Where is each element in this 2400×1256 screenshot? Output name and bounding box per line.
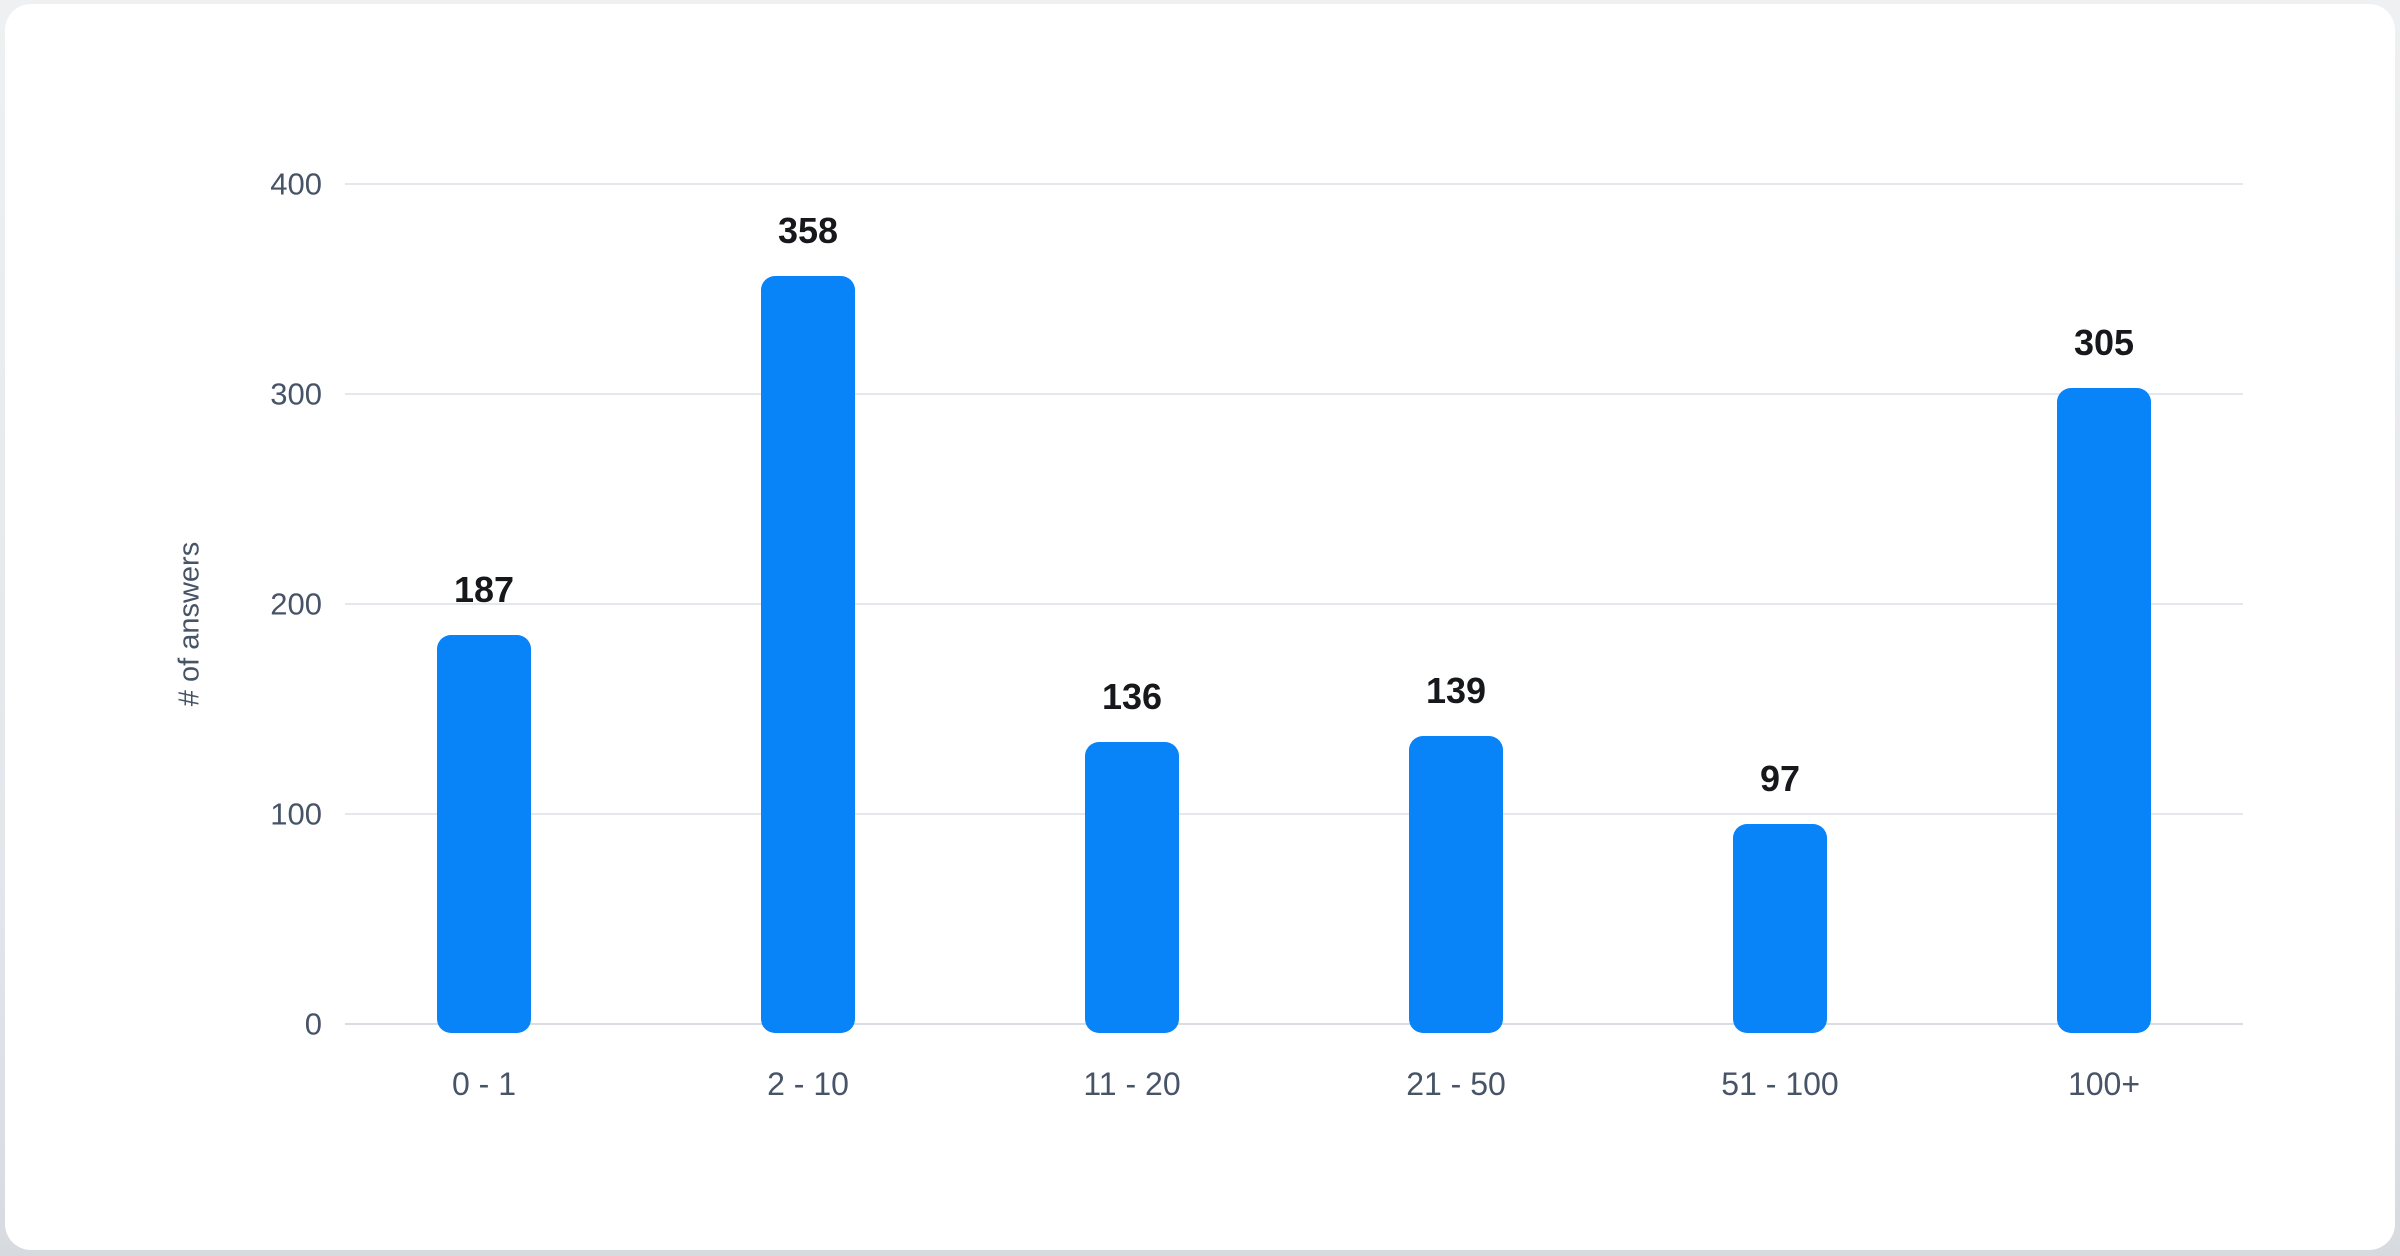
y-axis-title: # of answers xyxy=(173,541,206,707)
x-tick-label: 21 - 50 xyxy=(1406,1066,1506,1102)
y-tick-label-100: 100 xyxy=(270,796,322,832)
bar-100+ xyxy=(2057,387,2151,1033)
y-tick-label-200: 200 xyxy=(270,586,322,622)
bar-11-20 xyxy=(1085,742,1179,1033)
gridline-y-200 xyxy=(345,603,2243,605)
x-tick-label: 51 - 100 xyxy=(1721,1066,1839,1102)
gridline-y-300 xyxy=(345,393,2243,395)
bar-value-label: 139 xyxy=(1425,670,1487,712)
bar-21-50 xyxy=(1409,736,1503,1033)
bar-51-100 xyxy=(1733,824,1827,1033)
x-tick-label: 11 - 20 xyxy=(1083,1066,1181,1102)
chart-card: # of answers 0 100 200 300 400 187 0 - 1 358 2 -… xyxy=(5,4,2395,1250)
bar-value-label: 305 xyxy=(2073,321,2135,363)
bar-value-label: 136 xyxy=(1101,676,1163,718)
x-axis-line xyxy=(345,1023,2243,1025)
y-tick-label-0: 0 xyxy=(304,1006,322,1042)
bar-0-1 xyxy=(437,635,531,1033)
x-tick-label: 2 - 10 xyxy=(767,1066,849,1102)
bar-value-label: 358 xyxy=(777,210,839,252)
x-tick-label: 100+ xyxy=(2067,1066,2141,1102)
bar-value-label: 97 xyxy=(1759,758,1801,800)
gridline-y-100 xyxy=(345,813,2243,815)
x-tick-label: 0 - 1 xyxy=(451,1066,517,1102)
bar-value-label: 187 xyxy=(453,569,515,611)
plot-area: # of answers 0 100 200 300 400 187 0 - 1 358 2 -… xyxy=(174,169,2243,1102)
bar-2-10 xyxy=(761,276,855,1033)
gridline-y-400 xyxy=(345,183,2243,185)
y-tick-label-300: 300 xyxy=(270,376,322,412)
y-tick-label-400: 400 xyxy=(270,166,322,202)
